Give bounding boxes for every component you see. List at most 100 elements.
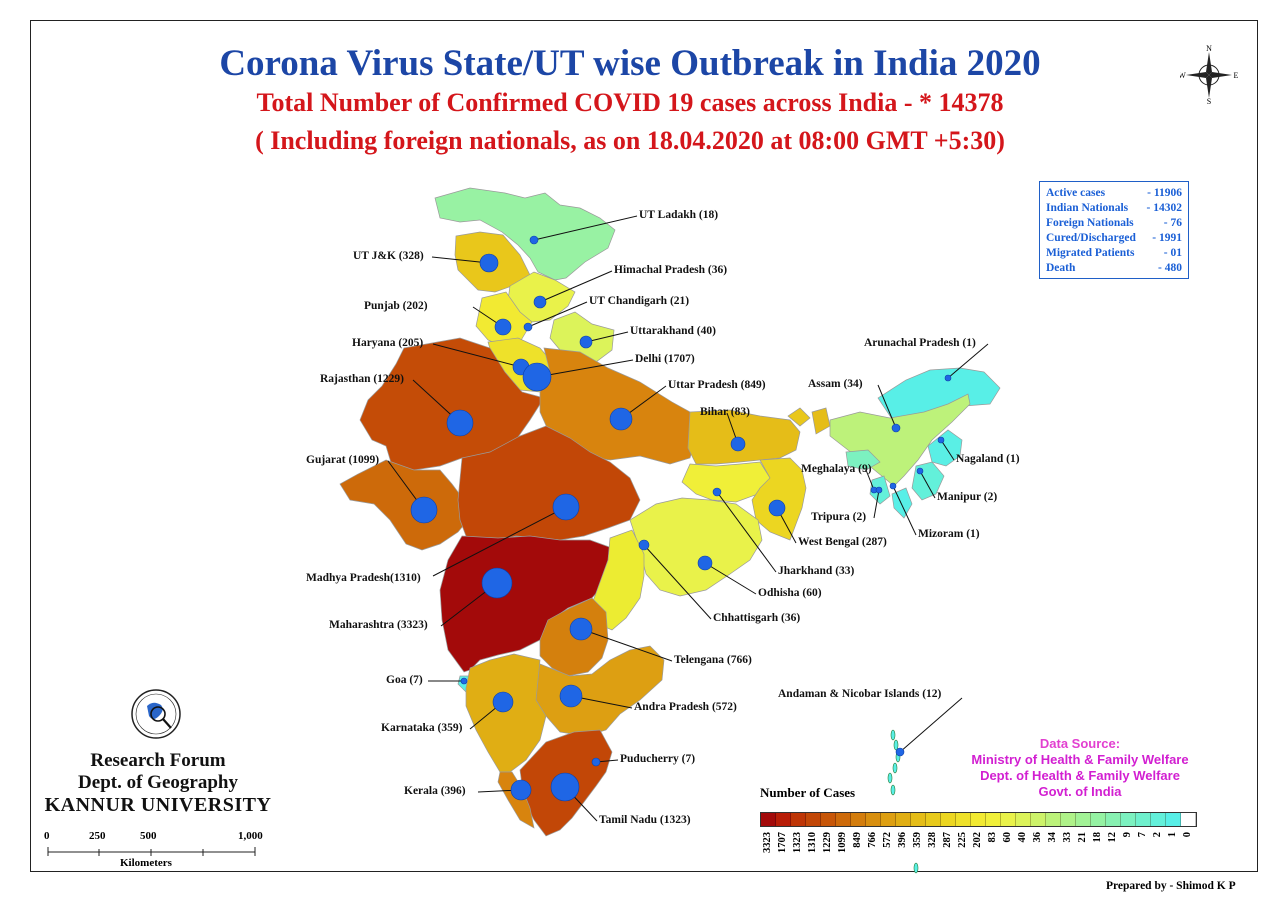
island-shape — [890, 784, 896, 796]
map-subtitle-date: ( Including foreign nationals, as on 18.… — [255, 126, 1005, 155]
legend-class-label: 287 — [942, 832, 953, 848]
legend-swatch — [791, 813, 806, 826]
case-marker — [609, 407, 633, 431]
legend-class: 3323 — [760, 832, 775, 872]
data-source: Data Source: Ministry of Health & Family… — [960, 736, 1200, 800]
island-shape — [913, 862, 919, 874]
legend-class: 7 — [1135, 832, 1150, 872]
legend-class: 1099 — [835, 832, 850, 872]
legend-class: 36 — [1030, 832, 1045, 872]
region-label: Gujarat (1099) — [306, 454, 380, 466]
legend-swatch — [1181, 813, 1196, 826]
case-marker — [522, 362, 552, 392]
scale-tick-label: 500 — [140, 830, 157, 842]
legend-class: 18 — [1090, 832, 1105, 872]
region-shape — [751, 457, 807, 541]
legend-class: 33 — [1060, 832, 1075, 872]
legend-class: 849 — [850, 832, 865, 872]
case-marker — [533, 295, 547, 309]
region-label: Odhisha (60) — [758, 587, 822, 599]
case-marker — [460, 677, 468, 685]
leader-line — [585, 331, 629, 343]
case-marker — [481, 567, 513, 599]
legend-class: 359 — [910, 832, 925, 872]
data-source-line: Govt. of India — [1038, 784, 1122, 799]
stat-value: - 1991 — [1152, 232, 1182, 244]
legend-class-label: 1310 — [807, 832, 818, 853]
stat-row: Death - 480 — [1046, 261, 1182, 276]
legend-class: 2 — [1150, 832, 1165, 872]
case-marker — [479, 253, 499, 273]
legend-class: 1323 — [790, 832, 805, 872]
stat-row: Migrated Patients - 01 — [1046, 246, 1182, 261]
island-shape — [893, 739, 899, 751]
map-title: Corona Virus State/UT wise Outbreak in I… — [219, 43, 1041, 84]
stat-label: Migrated Patients — [1046, 247, 1135, 259]
legend-swatch — [1001, 813, 1016, 826]
region-label: Arunachal Pradesh (1) — [864, 337, 976, 349]
legend-class: 1 — [1165, 832, 1180, 872]
legend-class: 1707 — [775, 832, 790, 872]
leader-line — [533, 215, 638, 241]
region-shape — [787, 407, 811, 427]
region-shape — [845, 449, 881, 471]
legend-swatch — [971, 813, 986, 826]
compass-w: W — [1180, 71, 1186, 80]
region-label: Himachal Pradesh (36) — [614, 264, 728, 276]
region-shape — [339, 459, 469, 551]
legend-swatch — [806, 813, 821, 826]
region-label: Bihar (83) — [700, 406, 750, 418]
legend-class-label: 1099 — [837, 832, 848, 853]
stat-row: Indian Nationals - 14302 — [1046, 201, 1182, 216]
legend-class-label: 12 — [1107, 832, 1118, 843]
leader-line — [432, 506, 567, 577]
legend-class: 12 — [1105, 832, 1120, 872]
scale-tick-label: 250 — [89, 830, 106, 842]
island-shape — [890, 729, 896, 741]
legend-class-label: 766 — [867, 832, 878, 848]
leader-line — [947, 343, 989, 379]
legend-class: 1229 — [820, 832, 835, 872]
legend-class-label: 36 — [1032, 832, 1043, 843]
island-shape — [887, 772, 893, 784]
compass-n: N — [1206, 44, 1212, 53]
scale-bar-line — [47, 847, 256, 856]
case-marker — [895, 747, 905, 757]
legend-swatch — [1076, 813, 1091, 826]
region-label: Telengana (766) — [674, 654, 752, 666]
legend-swatch — [1166, 813, 1181, 826]
case-marker — [579, 335, 593, 349]
legend-class: 766 — [865, 832, 880, 872]
legend-class-label: 1323 — [792, 832, 803, 853]
region-shape — [539, 347, 697, 465]
legend-class-label: 1707 — [777, 832, 788, 853]
scale-unit: Kilometers — [120, 857, 172, 869]
legend-swatch — [821, 813, 836, 826]
legend-class-label: 83 — [987, 832, 998, 843]
legend-swatch — [986, 813, 1001, 826]
case-marker — [569, 617, 593, 641]
legend-class: 40 — [1015, 832, 1030, 872]
legend-class-label: 34 — [1047, 832, 1058, 843]
legend-class-label: 359 — [912, 832, 923, 848]
legend-class: 287 — [940, 832, 955, 872]
region-label: Andaman & Nicobar Islands (12) — [778, 688, 942, 700]
legend-swatch — [1031, 813, 1046, 826]
legend-swatch — [1136, 813, 1151, 826]
legend-swatch — [1061, 813, 1076, 826]
region-label: Maharashtra (3323) — [329, 619, 428, 631]
region-label: Goa (7) — [386, 674, 423, 686]
region-shapes — [339, 187, 1001, 874]
case-marker — [492, 691, 514, 713]
region-label: Kerala (396) — [404, 785, 466, 797]
leader-line — [643, 544, 712, 620]
region-shape — [591, 529, 645, 631]
region-label: Andra Pradesh (572) — [634, 701, 737, 713]
leader-line — [877, 384, 897, 429]
region-label: Manipur (2) — [937, 491, 998, 503]
case-marker — [638, 539, 650, 551]
legend-class-label: 40 — [1017, 832, 1028, 843]
case-marker — [944, 374, 952, 382]
region-label: UT Ladakh (18) — [639, 209, 719, 221]
case-marker — [697, 555, 713, 571]
